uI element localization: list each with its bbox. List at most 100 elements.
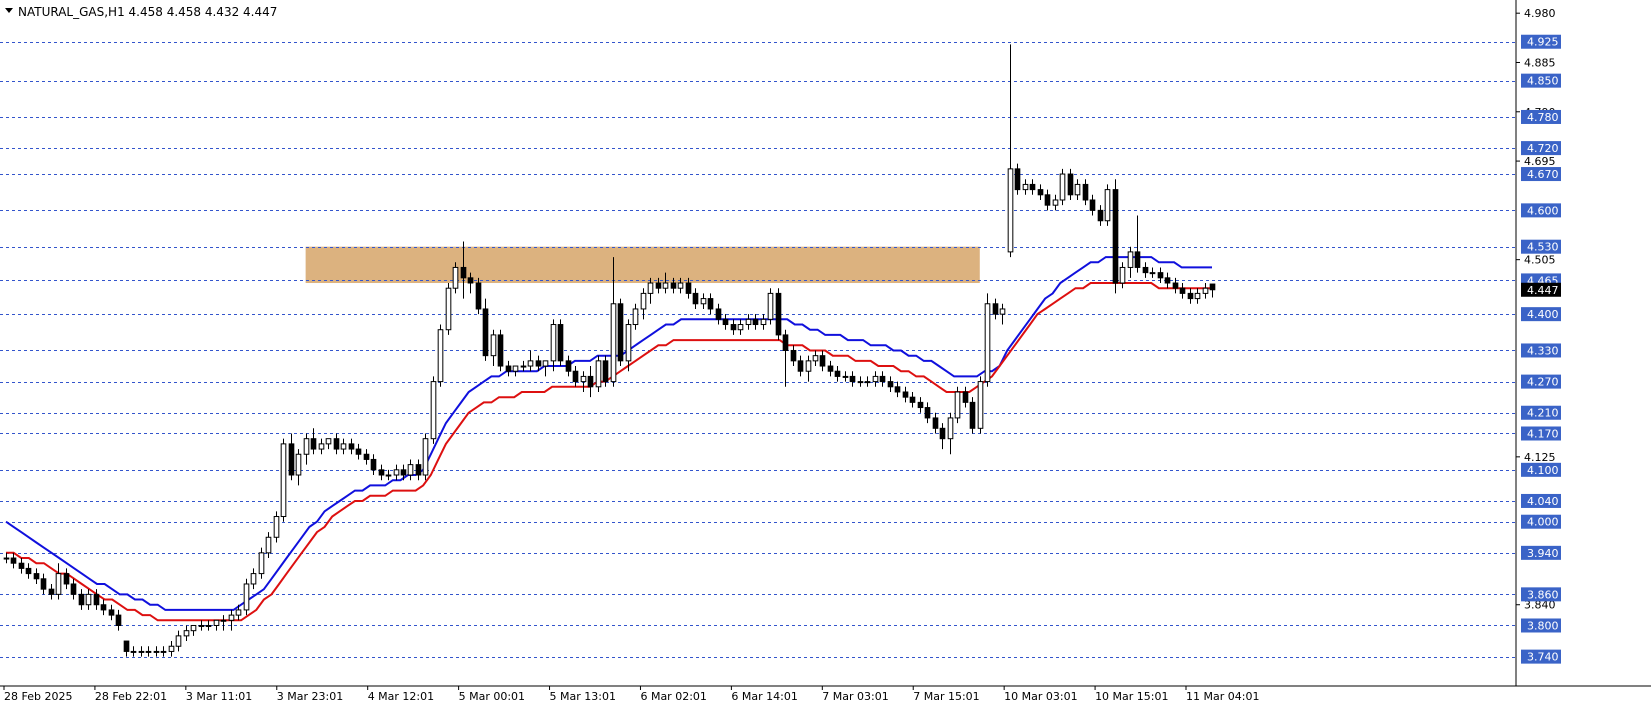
moving-average-fast-line[interactable] (5, 256, 1212, 611)
candle[interactable] (123, 640, 130, 657)
candle[interactable] (745, 314, 752, 330)
candle[interactable] (1134, 215, 1141, 273)
candle[interactable] (407, 459, 414, 481)
candle[interactable] (595, 355, 602, 392)
candle[interactable] (18, 558, 25, 574)
candle[interactable] (790, 345, 797, 367)
candle[interactable] (879, 371, 886, 387)
level-price-tag[interactable] (1521, 374, 1561, 389)
candle[interactable] (1187, 288, 1194, 304)
candle[interactable] (887, 376, 894, 392)
candle[interactable] (1149, 267, 1156, 278)
candle[interactable] (775, 288, 782, 341)
candle[interactable] (805, 355, 812, 382)
candle[interactable] (535, 355, 542, 372)
level-price-tag[interactable] (1521, 239, 1561, 254)
candle[interactable] (842, 371, 849, 382)
candle[interactable] (984, 293, 991, 387)
candle[interactable] (1052, 194, 1059, 211)
candle[interactable] (393, 464, 400, 481)
candle[interactable] (1104, 184, 1111, 226)
candle[interactable] (610, 257, 617, 387)
level-price-tag[interactable] (1521, 141, 1561, 156)
candle[interactable] (1074, 179, 1081, 200)
candle[interactable] (145, 646, 152, 657)
candle[interactable] (947, 412, 954, 455)
candle[interactable] (100, 599, 107, 616)
candle[interactable] (1037, 184, 1044, 200)
candle[interactable] (40, 573, 47, 595)
candle[interactable] (198, 620, 205, 631)
candle[interactable] (962, 386, 969, 408)
candle[interactable] (115, 609, 122, 631)
candle[interactable] (318, 438, 325, 455)
level-price-tag[interactable] (1521, 514, 1561, 529)
candle[interactable] (625, 319, 632, 372)
candle[interactable] (348, 438, 355, 455)
candle[interactable] (48, 583, 55, 600)
candle[interactable] (63, 568, 70, 590)
candle[interactable] (108, 604, 115, 621)
candle[interactable] (677, 277, 684, 294)
candle[interactable] (999, 303, 1006, 325)
candle[interactable] (378, 464, 385, 481)
candle[interactable] (512, 365, 519, 377)
candle[interactable] (505, 360, 512, 377)
candle[interactable] (647, 277, 654, 304)
level-price-tag[interactable] (1521, 618, 1561, 633)
candle[interactable] (1059, 168, 1066, 206)
candle[interactable] (1067, 168, 1074, 200)
candle[interactable] (760, 314, 767, 330)
candle[interactable] (640, 288, 647, 320)
candle[interactable] (213, 619, 220, 631)
candle[interactable] (849, 371, 856, 387)
candle[interactable] (138, 646, 145, 657)
level-price-tag[interactable] (1521, 545, 1561, 560)
candle[interactable] (662, 272, 669, 294)
moving-average-slow-line[interactable] (6, 282, 1212, 622)
candle[interactable] (812, 350, 819, 367)
candle[interactable] (969, 397, 976, 434)
candle[interactable] (325, 438, 332, 450)
candle[interactable] (258, 547, 265, 579)
candle[interactable] (1172, 277, 1179, 294)
candle[interactable] (1089, 194, 1096, 216)
candle[interactable] (1179, 283, 1186, 299)
candle[interactable] (700, 293, 707, 309)
candle[interactable] (333, 433, 340, 455)
candle[interactable] (70, 578, 77, 600)
candle[interactable] (430, 376, 437, 444)
candle[interactable] (565, 355, 572, 377)
level-price-tag[interactable] (1521, 167, 1561, 182)
candle[interactable] (730, 319, 737, 335)
candle[interactable] (1007, 44, 1014, 258)
candle[interactable] (415, 459, 422, 481)
resistance-zone[interactable] (305, 246, 980, 284)
candle[interactable] (1194, 288, 1201, 304)
candle[interactable] (632, 303, 639, 330)
candle[interactable] (422, 433, 429, 481)
candle[interactable] (587, 366, 594, 398)
candle[interactable] (864, 376, 871, 387)
candle[interactable] (1097, 205, 1104, 226)
candle[interactable] (737, 319, 744, 335)
candle[interactable] (917, 397, 924, 413)
candle[interactable] (782, 329, 789, 387)
candle[interactable] (93, 589, 100, 610)
candle[interactable] (617, 298, 624, 367)
candle[interactable] (752, 314, 759, 330)
candle[interactable] (939, 423, 946, 450)
candle[interactable] (460, 241, 467, 299)
candle[interactable] (370, 454, 377, 476)
level-price-tag[interactable] (1521, 493, 1561, 508)
candle[interactable] (400, 464, 407, 481)
level-price-tag[interactable] (1521, 109, 1561, 124)
candle[interactable] (220, 615, 227, 631)
candle[interactable] (857, 376, 864, 387)
candle[interactable] (834, 366, 841, 382)
candle[interactable] (932, 412, 939, 434)
candle[interactable] (482, 298, 489, 361)
level-price-tag[interactable] (1521, 649, 1561, 664)
level-price-tag[interactable] (1521, 343, 1561, 358)
